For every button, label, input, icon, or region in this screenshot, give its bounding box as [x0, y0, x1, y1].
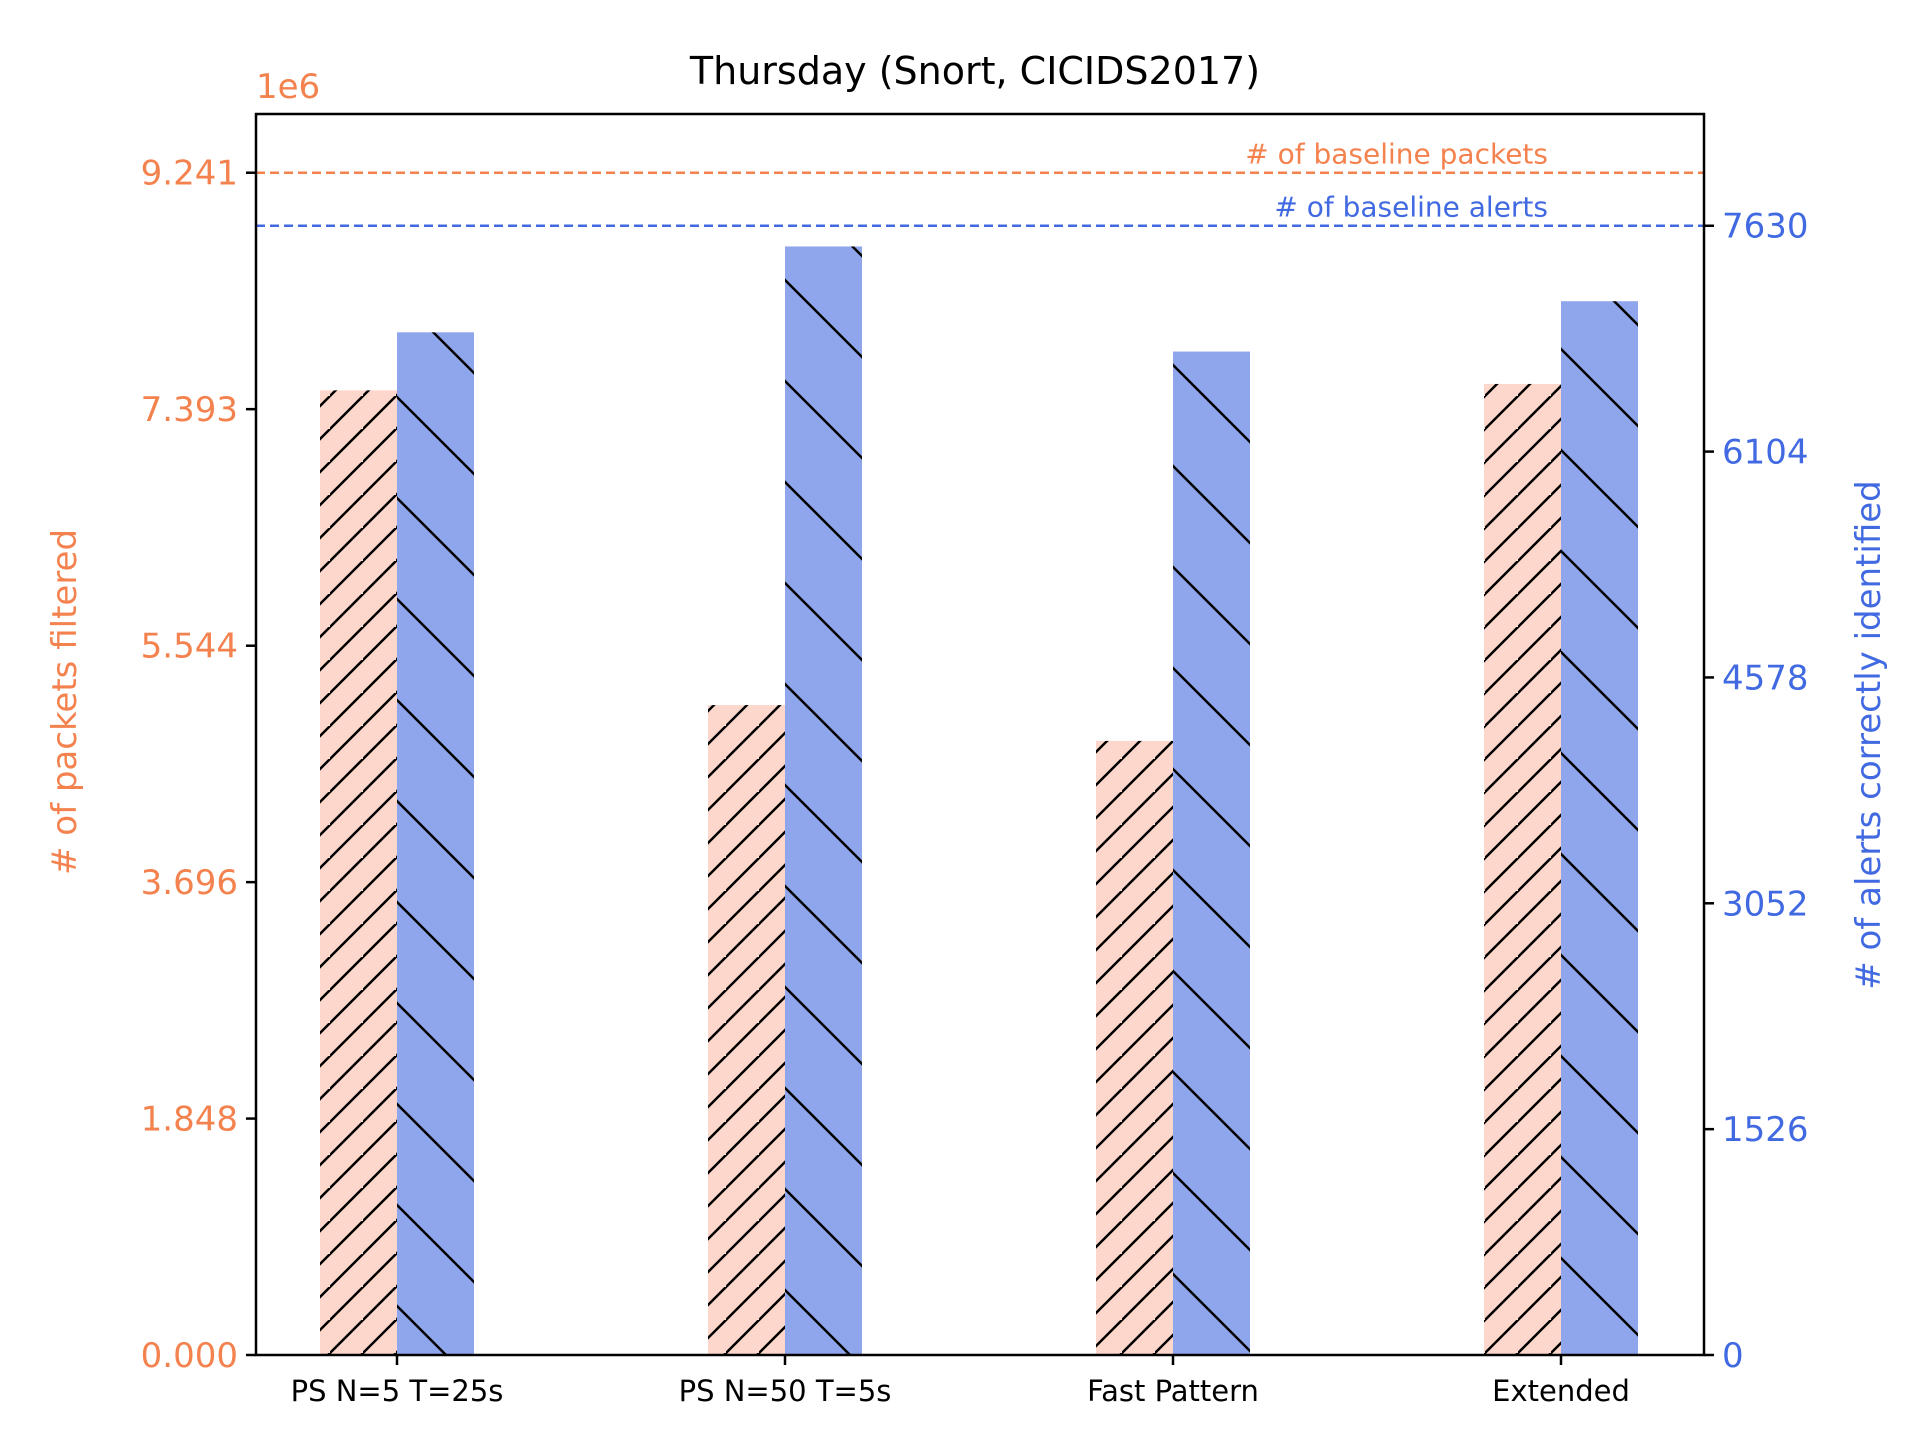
right-tick-label: 1526	[1722, 1110, 1809, 1150]
right-tick-label: 3052	[1722, 884, 1809, 924]
left-axis-ticks: 0.000 1.848 3.696 5.544 7.393 9.241	[141, 154, 256, 1376]
right-tick-label: 7630	[1722, 207, 1809, 247]
right-tick-label: 6104	[1722, 433, 1809, 473]
bar-series1-ps-n-5-t-25s	[320, 390, 397, 1355]
plot-frame	[254, 112, 1706, 1357]
left-tick-label: 0.000	[141, 1336, 238, 1376]
x-tick-label: Extended	[1492, 1374, 1630, 1408]
bar-series2-extended	[1561, 301, 1638, 1355]
right-tick-label: 4578	[1722, 658, 1809, 698]
bar-series2-ps-n-5-t-25s	[397, 332, 474, 1355]
bars-group	[320, 246, 1638, 1356]
baseline-label-2: # of baseline alerts	[1274, 191, 1548, 224]
chart-title: Thursday (Snort, CICIDS2017)	[689, 49, 1260, 93]
left-tick-label: 3.696	[141, 863, 238, 903]
left-tick-label: 1.848	[141, 1100, 238, 1140]
left-axis-label: # of packets filtered	[45, 529, 85, 875]
left-tick-label: 9.241	[141, 154, 238, 194]
x-tick-label: PS N=50 T=5s	[679, 1374, 892, 1408]
left-axis-offset-text: 1e6	[256, 67, 320, 107]
bar-series1-extended	[1484, 383, 1561, 1356]
bar-series2-ps-n-50-t-5s	[785, 246, 862, 1355]
bar-series1-ps-n-50-t-5s	[708, 705, 785, 1355]
left-tick-label: 7.393	[141, 390, 238, 430]
x-tick-label: Fast Pattern	[1087, 1374, 1259, 1408]
right-tick-label: 0	[1722, 1336, 1744, 1376]
x-axis-ticks: PS N=5 T=25s PS N=50 T=5s Fast Pattern Exte…	[291, 1355, 1630, 1408]
x-tick-label: PS N=5 T=25s	[291, 1374, 504, 1408]
baseline-label-1: # of baseline packets	[1245, 138, 1548, 171]
right-axis-ticks: 0 1526 3052 4578 6104 7630	[1704, 207, 1809, 1376]
bar-series2-fast-pattern	[1173, 351, 1250, 1355]
baselines-group: # of baseline packets # of baseline alert…	[256, 138, 1704, 227]
bar-series1-fast-pattern	[1096, 740, 1173, 1355]
right-axis-label: # of alerts correctly identified	[1849, 480, 1889, 990]
left-tick-label: 5.544	[141, 627, 238, 667]
